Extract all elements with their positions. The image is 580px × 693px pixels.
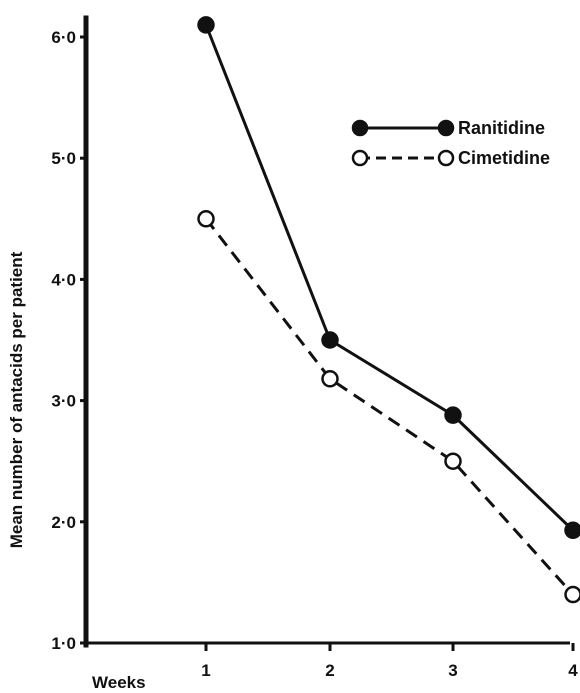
legend-marker-cimetidine xyxy=(437,149,455,167)
x-axis-title: Weeks xyxy=(92,673,146,692)
tick-labels: 1·0 2·0 3·0 4·0 5·0 6·0 1 2 3 4 xyxy=(51,28,578,680)
y-tick-label: 4·0 xyxy=(51,270,76,289)
data-point-cimetidine xyxy=(321,370,339,388)
data-point-ranitidine xyxy=(321,331,339,349)
data-point-ranitidine xyxy=(197,16,215,34)
legend-label-cimetidine: Cimetidine xyxy=(458,148,550,168)
y-tick-label: 1·0 xyxy=(51,634,76,653)
legend-marker-cimetidine xyxy=(351,149,369,167)
data-point-cimetidine xyxy=(197,210,215,228)
axes xyxy=(80,15,575,651)
data-point-cimetidine xyxy=(564,585,580,604)
x-tick-label: 1 xyxy=(201,661,210,680)
y-tick-label: 6·0 xyxy=(51,28,76,47)
data-point-ranitidine xyxy=(564,521,580,540)
y-tick-label: 5·0 xyxy=(51,149,76,168)
legend-label-ranitidine: Ranitidine xyxy=(458,118,545,138)
y-axis-title: Mean number of antacids per patient xyxy=(7,251,26,548)
series-line-ranitidine xyxy=(204,24,575,532)
series-line-cimetidine xyxy=(204,217,575,596)
legend-marker-ranitidine xyxy=(351,119,369,137)
series xyxy=(197,16,580,604)
x-tick-label: 4 xyxy=(568,661,578,680)
x-tick-label: 2 xyxy=(325,661,334,680)
data-point-cimetidine xyxy=(444,452,462,470)
x-tick-label: 3 xyxy=(448,661,457,680)
data-point-ranitidine xyxy=(444,406,462,424)
legend-marker-ranitidine xyxy=(437,119,455,137)
y-tick-label: 2·0 xyxy=(51,513,76,532)
legend: Ranitidine Cimetidine xyxy=(351,118,550,168)
y-tick-label: 3·0 xyxy=(51,392,76,411)
